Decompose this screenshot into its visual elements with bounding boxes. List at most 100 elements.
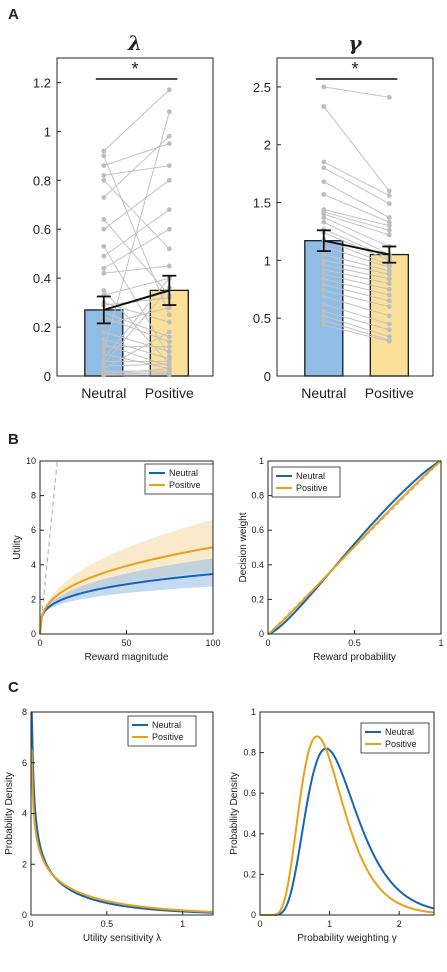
series-line-positive — [260, 736, 434, 915]
y-tick-label: 2 — [31, 594, 36, 604]
subject-point — [387, 233, 392, 238]
subject-point — [167, 361, 172, 366]
subject-point — [167, 246, 172, 251]
subject-point — [101, 373, 106, 378]
subject-point — [321, 302, 326, 307]
y-tick-label: 0.6 — [33, 222, 51, 237]
series-line-positive — [32, 750, 213, 912]
subject-point — [167, 163, 172, 168]
y-tick-label: 1 — [259, 456, 264, 466]
subject-point — [167, 339, 172, 344]
subject-point — [387, 215, 392, 220]
subject-point — [101, 344, 106, 349]
subject-point — [387, 95, 392, 100]
y-tick-label: 0.6 — [251, 525, 264, 535]
category-label-positive: Positive — [145, 385, 194, 401]
legend-label-positive: Positive — [296, 483, 328, 493]
y-tick-label: 1.2 — [33, 75, 51, 90]
subject-point — [167, 349, 172, 354]
y-tick-label: 0 — [259, 629, 264, 639]
subject-point — [321, 252, 326, 257]
category-label-neutral: Neutral — [301, 385, 346, 401]
subject-point — [101, 227, 106, 232]
y-axis-label: Probability Density — [229, 772, 240, 855]
subject-point — [167, 312, 172, 317]
subject-point — [387, 327, 392, 332]
subject-point — [321, 104, 326, 109]
subject-point — [167, 372, 172, 377]
x-tick-label: 0 — [257, 919, 262, 929]
subject-point — [321, 323, 326, 328]
subject-line — [104, 266, 170, 273]
y-tick-label: 6 — [22, 758, 27, 768]
y-axis-label: Decision weight — [238, 512, 249, 582]
subject-point — [167, 330, 172, 335]
category-label-neutral: Neutral — [81, 385, 126, 401]
subject-point — [101, 254, 106, 259]
y-tick-label: 0 — [44, 369, 51, 384]
subject-point — [101, 153, 106, 158]
subject-point — [321, 294, 326, 299]
category-label-positive: Positive — [365, 385, 414, 401]
x-tick-label: 0.5 — [101, 919, 114, 929]
subject-point — [321, 288, 326, 293]
x-tick-label: 0 — [265, 638, 270, 648]
subject-point — [101, 195, 106, 200]
y-tick-label: 0.2 — [243, 869, 256, 879]
x-tick-label: 2 — [397, 919, 402, 929]
y-tick-label: 2 — [264, 138, 271, 153]
y-tick-label: 2.5 — [253, 80, 271, 95]
subject-point — [321, 192, 326, 197]
panel-letter-a: A — [8, 6, 19, 23]
subject-point — [167, 264, 172, 269]
panel-letter-c: C — [8, 679, 19, 696]
subject-point — [387, 189, 392, 194]
y-tick-label: 0.8 — [33, 173, 51, 188]
legend-label-positive: Positive — [385, 739, 417, 749]
x-tick-label: 0 — [37, 638, 42, 648]
subject-point — [167, 134, 172, 139]
chart-title: γ — [348, 31, 362, 55]
subject-point — [101, 271, 106, 276]
subject-point — [167, 344, 172, 349]
y-tick-label: 0 — [31, 629, 36, 639]
subject-point — [101, 330, 106, 335]
subject-point — [321, 282, 326, 287]
subject-point — [387, 281, 392, 286]
y-tick-label: 6 — [31, 525, 36, 535]
subject-point — [167, 320, 172, 325]
subject-point — [321, 85, 326, 90]
x-axis-label: Utility sensitivity λ — [83, 933, 161, 944]
x-tick-label: 0.5 — [348, 638, 361, 648]
x-axis-label: Reward magnitude — [85, 652, 169, 663]
panel-letter-b: B — [8, 431, 19, 448]
subject-point — [101, 173, 106, 178]
subject-point — [387, 322, 392, 327]
y-tick-label: 0.2 — [251, 594, 264, 604]
subject-line — [104, 180, 170, 248]
subject-point — [167, 207, 172, 212]
subject-point — [387, 223, 392, 228]
x-tick-label: 100 — [205, 638, 220, 648]
subject-point — [101, 163, 106, 168]
y-tick-label: 0.8 — [251, 491, 264, 501]
subject-point — [101, 288, 106, 293]
subject-point — [387, 276, 392, 281]
subject-point — [167, 109, 172, 114]
subject-point — [101, 217, 106, 222]
x-axis-label: Reward probability — [313, 652, 396, 663]
y-tick-label: 1 — [44, 124, 51, 139]
subject-point — [321, 258, 326, 263]
chart-title: λ — [127, 31, 142, 55]
subject-point — [321, 309, 326, 314]
y-tick-label: 1 — [264, 253, 271, 268]
x-tick-label: 1 — [327, 919, 332, 929]
subject-point — [321, 220, 326, 225]
y-axis-label: Utility — [12, 535, 23, 559]
y-tick-label: 4 — [31, 560, 36, 570]
